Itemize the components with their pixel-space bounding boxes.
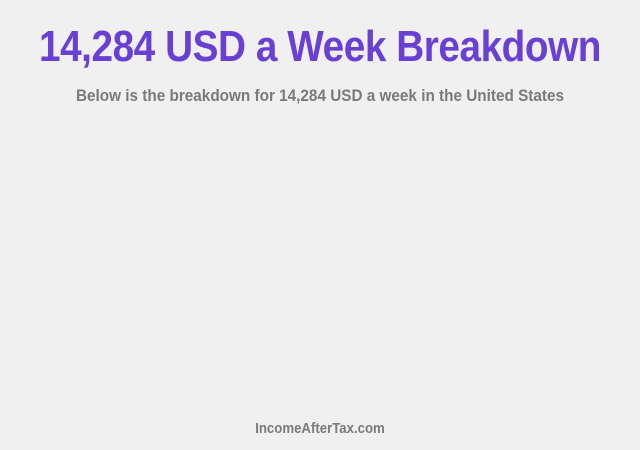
page-subtitle: Below is the breakdown for 14,284 USD a … — [75, 86, 565, 105]
page-title: 14,284 USD a Week Breakdown — [38, 22, 602, 71]
footer-site-name: IncomeAfterTax.com — [255, 420, 385, 437]
